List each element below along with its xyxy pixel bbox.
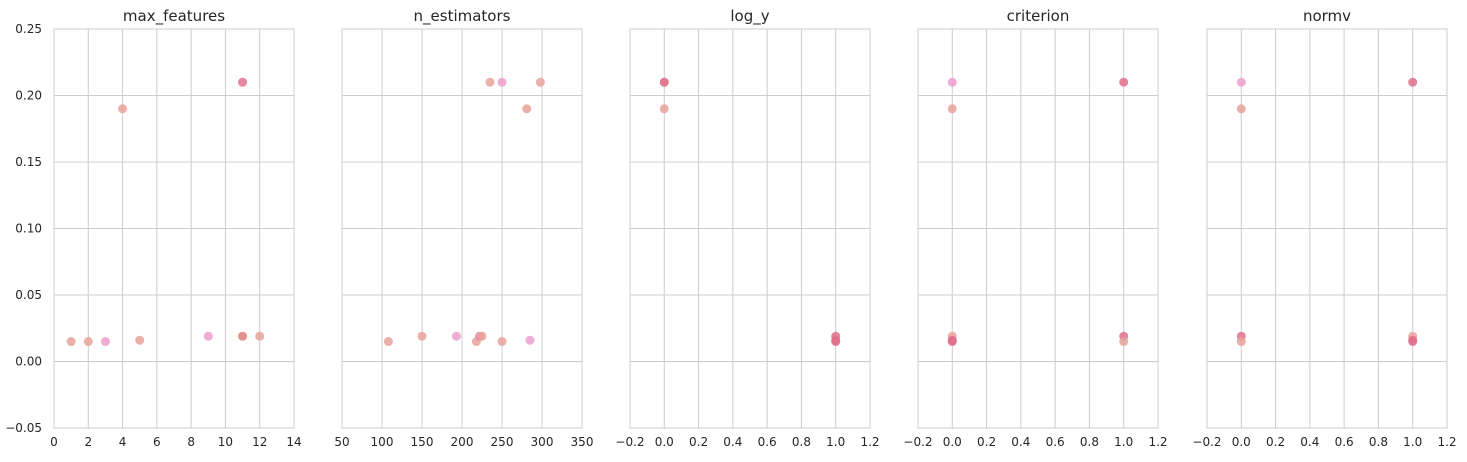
y-tick-label: 0.15 [15, 155, 42, 169]
x-tick-label: 50 [334, 435, 349, 449]
plot-frame [917, 28, 1159, 429]
data-point [1236, 337, 1246, 347]
x-tick-label: 0 [50, 435, 58, 449]
x-tick-label: 12 [252, 435, 267, 449]
x-tick-label: 0.6 [1046, 435, 1065, 449]
y-tick-label: 0.10 [15, 222, 42, 236]
x-tick-label: 1.0 [826, 435, 845, 449]
subplot-title: criterion [1007, 7, 1070, 25]
x-tick-label: 1.0 [1403, 435, 1422, 449]
x-tick-label: 1.2 [860, 435, 879, 449]
x-tick-label: 0.8 [792, 435, 811, 449]
plot-frame [53, 28, 295, 429]
subplot-title: log_y [730, 7, 769, 26]
x-tick-label: 200 [451, 435, 474, 449]
data-point [497, 337, 507, 347]
data-point [66, 337, 76, 347]
data-point [497, 77, 507, 87]
subplot-2: 50 100 150 200 250 300 350 n_estimators [334, 7, 593, 449]
x-tick-label: −0.2 [1192, 435, 1221, 449]
data-point [451, 331, 461, 341]
x-tick-label: 1.2 [1437, 435, 1456, 449]
x-tick-label: 0.4 [1300, 435, 1319, 449]
data-point [255, 331, 265, 341]
x-tick-label: 350 [571, 435, 594, 449]
data-point [100, 337, 110, 347]
x-tick-label: −0.2 [615, 435, 644, 449]
y-tick-label: 0.20 [15, 89, 42, 103]
x-tick-label: 100 [371, 435, 394, 449]
data-point [118, 104, 128, 114]
x-tick-label: 300 [531, 435, 554, 449]
x-tick-label: 1.2 [1148, 435, 1167, 449]
x-tick-label: 4 [119, 435, 127, 449]
x-tick-label: 0.2 [1266, 435, 1285, 449]
data-point [659, 104, 669, 114]
plot-frame [1206, 28, 1448, 429]
subplot-title: max_features [123, 7, 225, 26]
y-tick-label: 0.05 [15, 288, 42, 302]
x-tick-label: 1.0 [1114, 435, 1133, 449]
data-point [1408, 337, 1418, 347]
data-point [417, 331, 427, 341]
x-tick-label: 0.6 [758, 435, 777, 449]
x-tick-label: 0.4 [723, 435, 742, 449]
plot-frame [341, 28, 583, 429]
data-point [831, 337, 841, 347]
data-point [203, 331, 213, 341]
x-tick-label: 8 [187, 435, 195, 449]
data-point [535, 77, 545, 87]
data-point [1408, 77, 1418, 87]
data-point [525, 335, 535, 345]
subplot-title: normv [1303, 7, 1351, 25]
data-point [485, 77, 495, 87]
x-tick-label: 250 [491, 435, 514, 449]
x-tick-label: 0.0 [1232, 435, 1251, 449]
data-point [135, 335, 145, 345]
x-tick-label: 0.0 [943, 435, 962, 449]
subplot-title: n_estimators [414, 7, 511, 26]
x-tick-label: 10 [218, 435, 233, 449]
x-tick-label: 0.8 [1369, 435, 1388, 449]
subplot-1: 0 2 4 6 8 10 12 14 −0.05 0.00 0.05 0.10 0.15 0.20 0.25… [5, 7, 301, 449]
subplot-3: −0.2 0.0 0.2 0.4 0.6 0.8 1.0 1.2 log_y [615, 7, 879, 449]
x-tick-label: −0.2 [903, 435, 932, 449]
data-point [238, 77, 248, 87]
plot-frame [629, 28, 871, 429]
y-tick-label: 0.25 [15, 22, 42, 36]
x-tick-label: 150 [411, 435, 434, 449]
x-tick-label: 14 [286, 435, 301, 449]
data-point [238, 331, 248, 341]
data-point [659, 77, 669, 87]
data-point [383, 337, 393, 347]
x-tick-label: 0.2 [689, 435, 708, 449]
data-point [947, 77, 957, 87]
x-tick-label: 2 [84, 435, 92, 449]
subplot-5: −0.2 0.0 0.2 0.4 0.6 0.8 1.0 1.2 normv [1192, 7, 1456, 449]
x-tick-label: 0.8 [1080, 435, 1099, 449]
data-point [477, 331, 487, 341]
y-tick-label: 0.00 [15, 355, 42, 369]
data-point [522, 104, 532, 114]
data-point [1119, 77, 1129, 87]
data-point [1119, 337, 1129, 347]
data-point [83, 337, 93, 347]
x-tick-label: 0.2 [977, 435, 996, 449]
x-tick-label: 0.0 [655, 435, 674, 449]
data-point [947, 104, 957, 114]
data-point [947, 337, 957, 347]
data-point [1236, 77, 1246, 87]
x-tick-label: 0.6 [1335, 435, 1354, 449]
x-tick-label: 6 [153, 435, 161, 449]
data-point [1236, 104, 1246, 114]
y-tick-label: −0.05 [5, 421, 42, 435]
subplot-4: −0.2 0.0 0.2 0.4 0.6 0.8 1.0 1.2 criterion [903, 7, 1167, 449]
x-tick-label: 0.4 [1011, 435, 1030, 449]
